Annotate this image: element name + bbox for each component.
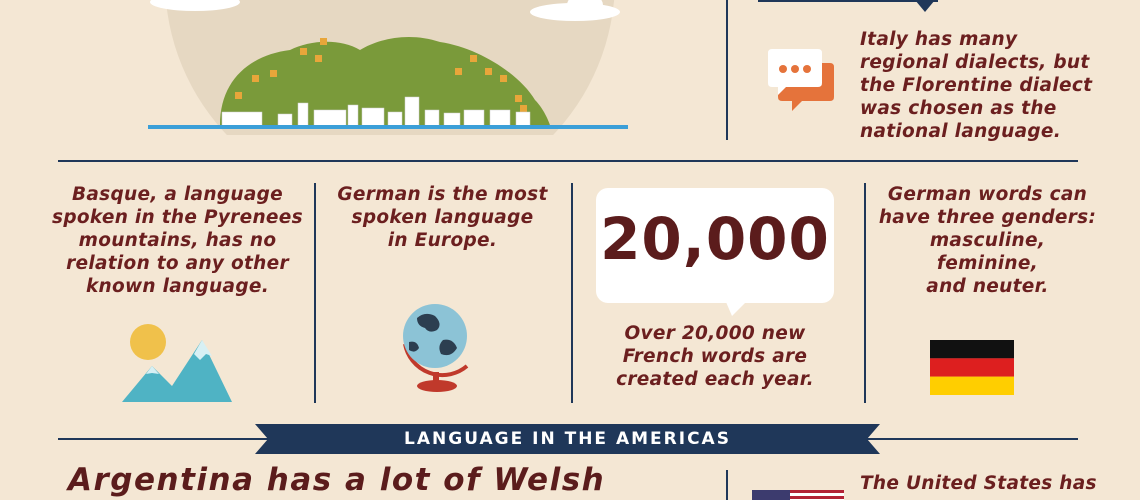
fact-line: German words can — [887, 184, 1088, 205]
fact-french-words: Over 20,000 new French words are created… — [580, 322, 850, 391]
fact-line: mountains, has no — [78, 230, 277, 251]
sun-mountain-icon — [122, 324, 232, 402]
fact-line: masculine, — [929, 230, 1046, 251]
fact-line: French words are — [622, 346, 808, 367]
fact-line: national language. — [860, 121, 1062, 142]
fact-usa: The United States has — [860, 472, 1130, 495]
us-flag-icon — [752, 490, 844, 500]
banner-ribbon-shape — [255, 424, 880, 454]
divider-vertical-2 — [571, 183, 573, 403]
divider-vertical-bottom — [726, 470, 728, 500]
divider-horizontal-middle — [58, 160, 1078, 162]
cloud-icon — [150, 0, 620, 21]
divider-top-ribbon — [758, 0, 938, 2]
fact-line: created each year. — [616, 369, 814, 390]
fact-line: Basque, a language — [71, 184, 284, 205]
divider-vertical-top — [726, 0, 728, 140]
headline-argentina: Argentina has a lot of Welsh — [68, 462, 606, 498]
fact-german-genders: German words can have three genders: mas… — [865, 183, 1110, 298]
fact-line: have three genders: — [878, 207, 1097, 228]
diamond-marker-icon — [915, 0, 935, 12]
fact-line: Italy has many — [860, 29, 1018, 50]
fact-line: German is the most — [337, 184, 548, 205]
fact-line: relation to any other — [66, 253, 289, 274]
section-title: LANGUAGE IN THE AMERICAS — [404, 429, 731, 449]
divider-vertical-1 — [314, 183, 316, 403]
fact-line: Over 20,000 new — [624, 323, 806, 344]
german-flag-icon — [930, 340, 1014, 395]
fact-german-spoken: German is the most spoken language in Eu… — [315, 183, 570, 252]
fact-line: and neuter. — [926, 276, 1049, 297]
globe-icon — [403, 304, 469, 392]
fact-italy-dialects: Italy has many regional dialects, but th… — [860, 28, 1120, 143]
fact-line: regional dialects, but — [860, 52, 1090, 73]
fact-basque: Basque, a language spoken in the Pyrenee… — [40, 183, 315, 298]
hill-city-illustration — [148, 0, 628, 135]
speech-bubble-shape — [596, 188, 834, 316]
fact-line: The United States has — [860, 473, 1097, 494]
fact-line: the Florentine dialect — [860, 75, 1093, 96]
fact-line: feminine, — [936, 253, 1039, 274]
fact-line: in Europe. — [387, 230, 498, 251]
fact-line: known language. — [85, 276, 270, 297]
fact-line: spoken language — [351, 207, 534, 228]
fact-line: spoken in the Pyrenees — [52, 207, 303, 228]
chat-bubble-icon — [768, 49, 834, 111]
section-banner: LANGUAGE IN THE AMERICAS — [255, 424, 880, 454]
divider-vertical-3 — [864, 183, 866, 403]
stat-20000: 20,000 — [600, 205, 830, 273]
fact-line: was chosen as the — [860, 98, 1057, 119]
